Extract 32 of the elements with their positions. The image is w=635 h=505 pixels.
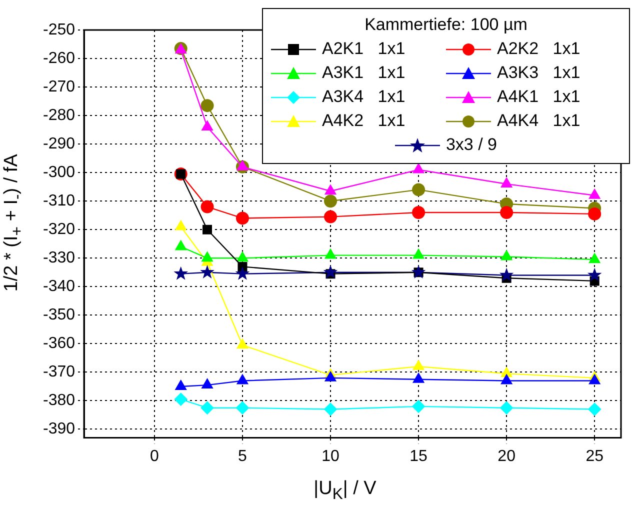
y-tick-label: -250 [42, 21, 76, 38]
legend-label: A4K4 1x1 [497, 111, 580, 131]
y-tick-label: -260 [42, 50, 76, 67]
x-tick-label: 20 [498, 448, 516, 465]
y-tick-label: -350 [42, 306, 76, 324]
y-tick-label: -370 [42, 364, 76, 381]
legend-label: A3K3 1x1 [497, 63, 580, 83]
y-tick-label: -390 [42, 420, 76, 438]
legend-label: A2K2 1x1 [497, 39, 580, 59]
legend-label: 3x3 / 9 [446, 135, 498, 155]
x-axis-title: |U$_{K}$| / V [312, 478, 378, 504]
y-tick-label: -330 [42, 250, 76, 267]
legend-label: A4K2 1x1 [322, 111, 406, 131]
y-tick-label: -340 [42, 278, 76, 296]
x-tick-label: 0 [150, 448, 159, 465]
x-tick-label: 5 [238, 448, 248, 465]
legend-label: A3K4 1x1 [322, 87, 406, 107]
y-tick-label: -270 [42, 78, 76, 96]
y-tick-label: -290 [42, 135, 76, 152]
legend-label: A3K1 1x1 [322, 63, 406, 83]
y-tick-label: -310 [42, 192, 76, 210]
y-tick-label: -320 [42, 221, 76, 238]
x-tick-label: 10 [322, 448, 340, 465]
legend-label: A4K1 1x1 [497, 87, 580, 107]
legend-label: A2K1 1x1 [322, 39, 406, 59]
y-tick-label: -380 [42, 392, 76, 410]
x-tick-label: 25 [586, 448, 604, 465]
legend-title: Kammertiefe: 100 µm [364, 15, 528, 35]
y-tick-label: -280 [42, 106, 76, 124]
y-tick-label: -360 [42, 335, 76, 352]
y-tick-label: -300 [42, 164, 76, 181]
x-tick-label: 15 [410, 448, 428, 465]
